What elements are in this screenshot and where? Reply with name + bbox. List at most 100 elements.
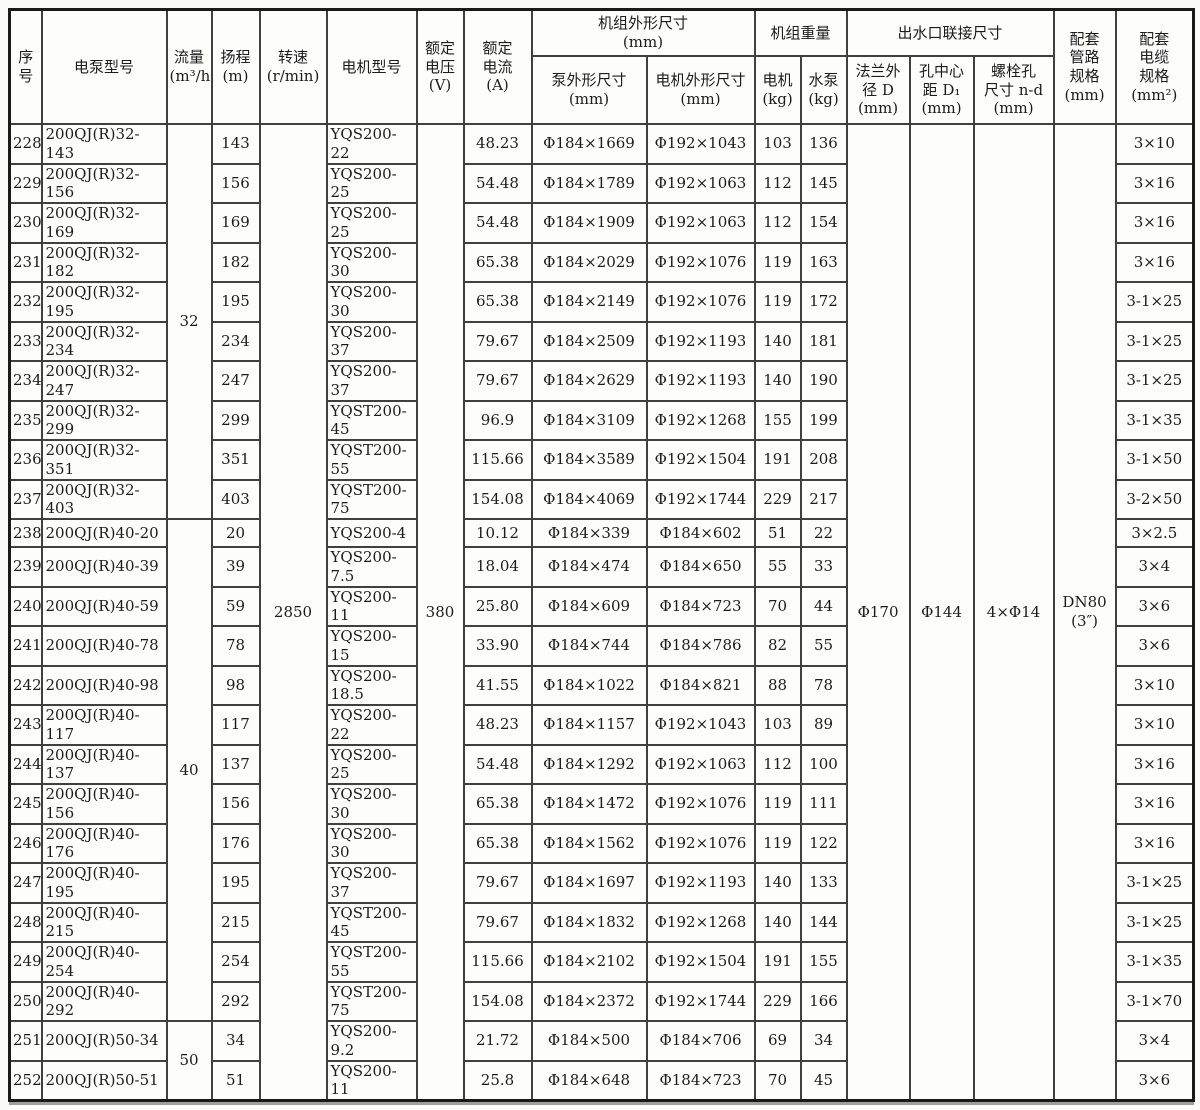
- cell-current: 115.66: [462, 941, 533, 983]
- cell-model: 200QJ(R)40-98: [40, 664, 168, 706]
- cell-no: 235: [8, 399, 43, 441]
- header-hole-center: 孔中心 距 D₁ (mm): [908, 55, 975, 125]
- cell-flow: 50: [165, 1020, 213, 1102]
- cell-motor-weight: 69: [753, 1020, 802, 1062]
- cell-pump-dim: Φ184×1909: [530, 202, 648, 244]
- cell-pipe-spec: DN80 (3″): [1052, 123, 1117, 1102]
- header-speed: 转速 (r/min): [258, 8, 328, 125]
- cell-cable: 3-2×50: [1114, 478, 1195, 520]
- cell-head: 156: [210, 162, 261, 204]
- cell-motor-model: YQS200-22: [325, 123, 418, 165]
- cell-pump-weight: 155: [799, 941, 848, 983]
- cell-motor-weight: 112: [753, 202, 802, 244]
- cell-cable: 3×16: [1114, 202, 1195, 244]
- cell-motor-weight: 88: [753, 664, 802, 706]
- cell-motor-dim: Φ192×1193: [645, 360, 756, 402]
- cell-head: 20: [210, 518, 261, 548]
- cell-current: 154.08: [462, 980, 533, 1022]
- cell-motor-model: YQS200-11: [325, 1059, 418, 1102]
- cell-cable: 3×4: [1114, 546, 1195, 588]
- cell-current: 115.66: [462, 439, 533, 481]
- cell-motor-dim: Φ184×723: [645, 585, 756, 627]
- cell-model: 200QJ(R)40-215: [40, 901, 168, 943]
- cell-pump-dim: Φ184×2102: [530, 941, 648, 983]
- cell-motor-model: YQS200-11: [325, 585, 418, 627]
- cell-cable: 3-1×25: [1114, 360, 1195, 402]
- cell-pump-dim: Φ184×1022: [530, 664, 648, 706]
- cell-no: 230: [8, 202, 43, 244]
- cell-no: 242: [8, 664, 43, 706]
- cell-motor-dim: Φ192×1063: [645, 743, 756, 785]
- table-row: 242 200QJ(R)40-98 98 YQS200-18.5 41.55 Φ184×1…: [8, 664, 1195, 706]
- cell-no: 228: [8, 123, 43, 165]
- cell-pump-weight: 190: [799, 360, 848, 402]
- cell-pump-weight: 44: [799, 585, 848, 627]
- cell-motor-weight: 229: [753, 478, 802, 520]
- cell-motor-model: YQST200-75: [325, 980, 418, 1022]
- header-head: 扬程 (m): [210, 8, 261, 125]
- cell-motor-model: YQS200-7.5: [325, 546, 418, 588]
- cell-no: 237: [8, 478, 43, 520]
- cell-no: 244: [8, 743, 43, 785]
- cell-head: 195: [210, 862, 261, 904]
- cell-model: 200QJ(R)40-254: [40, 941, 168, 983]
- cell-model: 200QJ(R)32-169: [40, 202, 168, 244]
- cell-motor-model: YQS200-30: [325, 281, 418, 323]
- cell-head: 299: [210, 399, 261, 441]
- cell-motor-dim: Φ192×1744: [645, 478, 756, 520]
- header-pump-dim: 泵外形尺寸 (mm): [530, 55, 648, 125]
- cell-current: 79.67: [462, 320, 533, 362]
- cell-motor-model: YQS200-30: [325, 241, 418, 283]
- cell-cable: 3×6: [1114, 1059, 1195, 1102]
- cell-head: 292: [210, 980, 261, 1022]
- cell-motor-dim: Φ184×821: [645, 664, 756, 706]
- cell-no: 236: [8, 439, 43, 481]
- cell-motor-weight: 229: [753, 980, 802, 1022]
- header-unit-dims: 机组外形尺寸 (mm): [530, 8, 756, 57]
- cell-motor-dim: Φ184×650: [645, 546, 756, 588]
- cell-pump-dim: Φ184×1669: [530, 123, 648, 165]
- cell-pump-weight: 217: [799, 478, 848, 520]
- cell-model: 200QJ(R)50-51: [40, 1059, 168, 1102]
- cell-bolt-size: 4×Φ14: [972, 123, 1055, 1102]
- cell-no: 232: [8, 281, 43, 323]
- cell-motor-model: YQST200-55: [325, 941, 418, 983]
- table-row: 244 200QJ(R)40-137 137 YQS200-25 54.48 Φ184×1…: [8, 743, 1195, 785]
- table-body: 228 200QJ(R)32-143 32 143 2850 YQS200-22 380 48…: [8, 123, 1195, 1102]
- cell-pump-weight: 145: [799, 162, 848, 204]
- cell-motor-model: YQS200-37: [325, 320, 418, 362]
- cell-current: 21.72: [462, 1020, 533, 1062]
- cell-pump-weight: 22: [799, 518, 848, 548]
- cell-current: 65.38: [462, 241, 533, 283]
- cell-motor-model: YQS200-30: [325, 783, 418, 825]
- cell-no: 234: [8, 360, 43, 402]
- cell-no: 246: [8, 822, 43, 864]
- cell-motor-dim: Φ184×706: [645, 1020, 756, 1062]
- cell-no: 240: [8, 585, 43, 627]
- cell-pump-weight: 111: [799, 783, 848, 825]
- cell-pump-weight: 100: [799, 743, 848, 785]
- cell-motor-weight: 155: [753, 399, 802, 441]
- cell-cable: 3-1×25: [1114, 281, 1195, 323]
- cell-no: 247: [8, 862, 43, 904]
- cell-model: 200QJ(R)40-176: [40, 822, 168, 864]
- table-row: 241 200QJ(R)40-78 78 YQS200-15 33.90 Φ184×744…: [8, 625, 1195, 667]
- cell-flow: 40: [165, 518, 213, 1022]
- cell-pump-dim: Φ184×1789: [530, 162, 648, 204]
- cell-no: 233: [8, 320, 43, 362]
- cell-no: 250: [8, 980, 43, 1022]
- cell-model: 200QJ(R)32-247: [40, 360, 168, 402]
- cell-pump-weight: 55: [799, 625, 848, 667]
- header-voltage: 额定 电压 (V): [415, 8, 465, 125]
- cell-no: 245: [8, 783, 43, 825]
- cell-head: 156: [210, 783, 261, 825]
- cell-motor-model: YQS200-37: [325, 862, 418, 904]
- cell-pump-dim: Φ184×4069: [530, 478, 648, 520]
- cell-current: 96.9: [462, 399, 533, 441]
- cell-motor-dim: Φ184×786: [645, 625, 756, 667]
- cell-cable: 3×16: [1114, 162, 1195, 204]
- table-row: 235 200QJ(R)32-299 299 YQST200-45 96.9 Φ184×3…: [8, 399, 1195, 441]
- cell-pump-weight: 89: [799, 704, 848, 746]
- table-row: 239 200QJ(R)40-39 39 YQS200-7.5 18.04 Φ184×47…: [8, 546, 1195, 588]
- cell-head: 182: [210, 241, 261, 283]
